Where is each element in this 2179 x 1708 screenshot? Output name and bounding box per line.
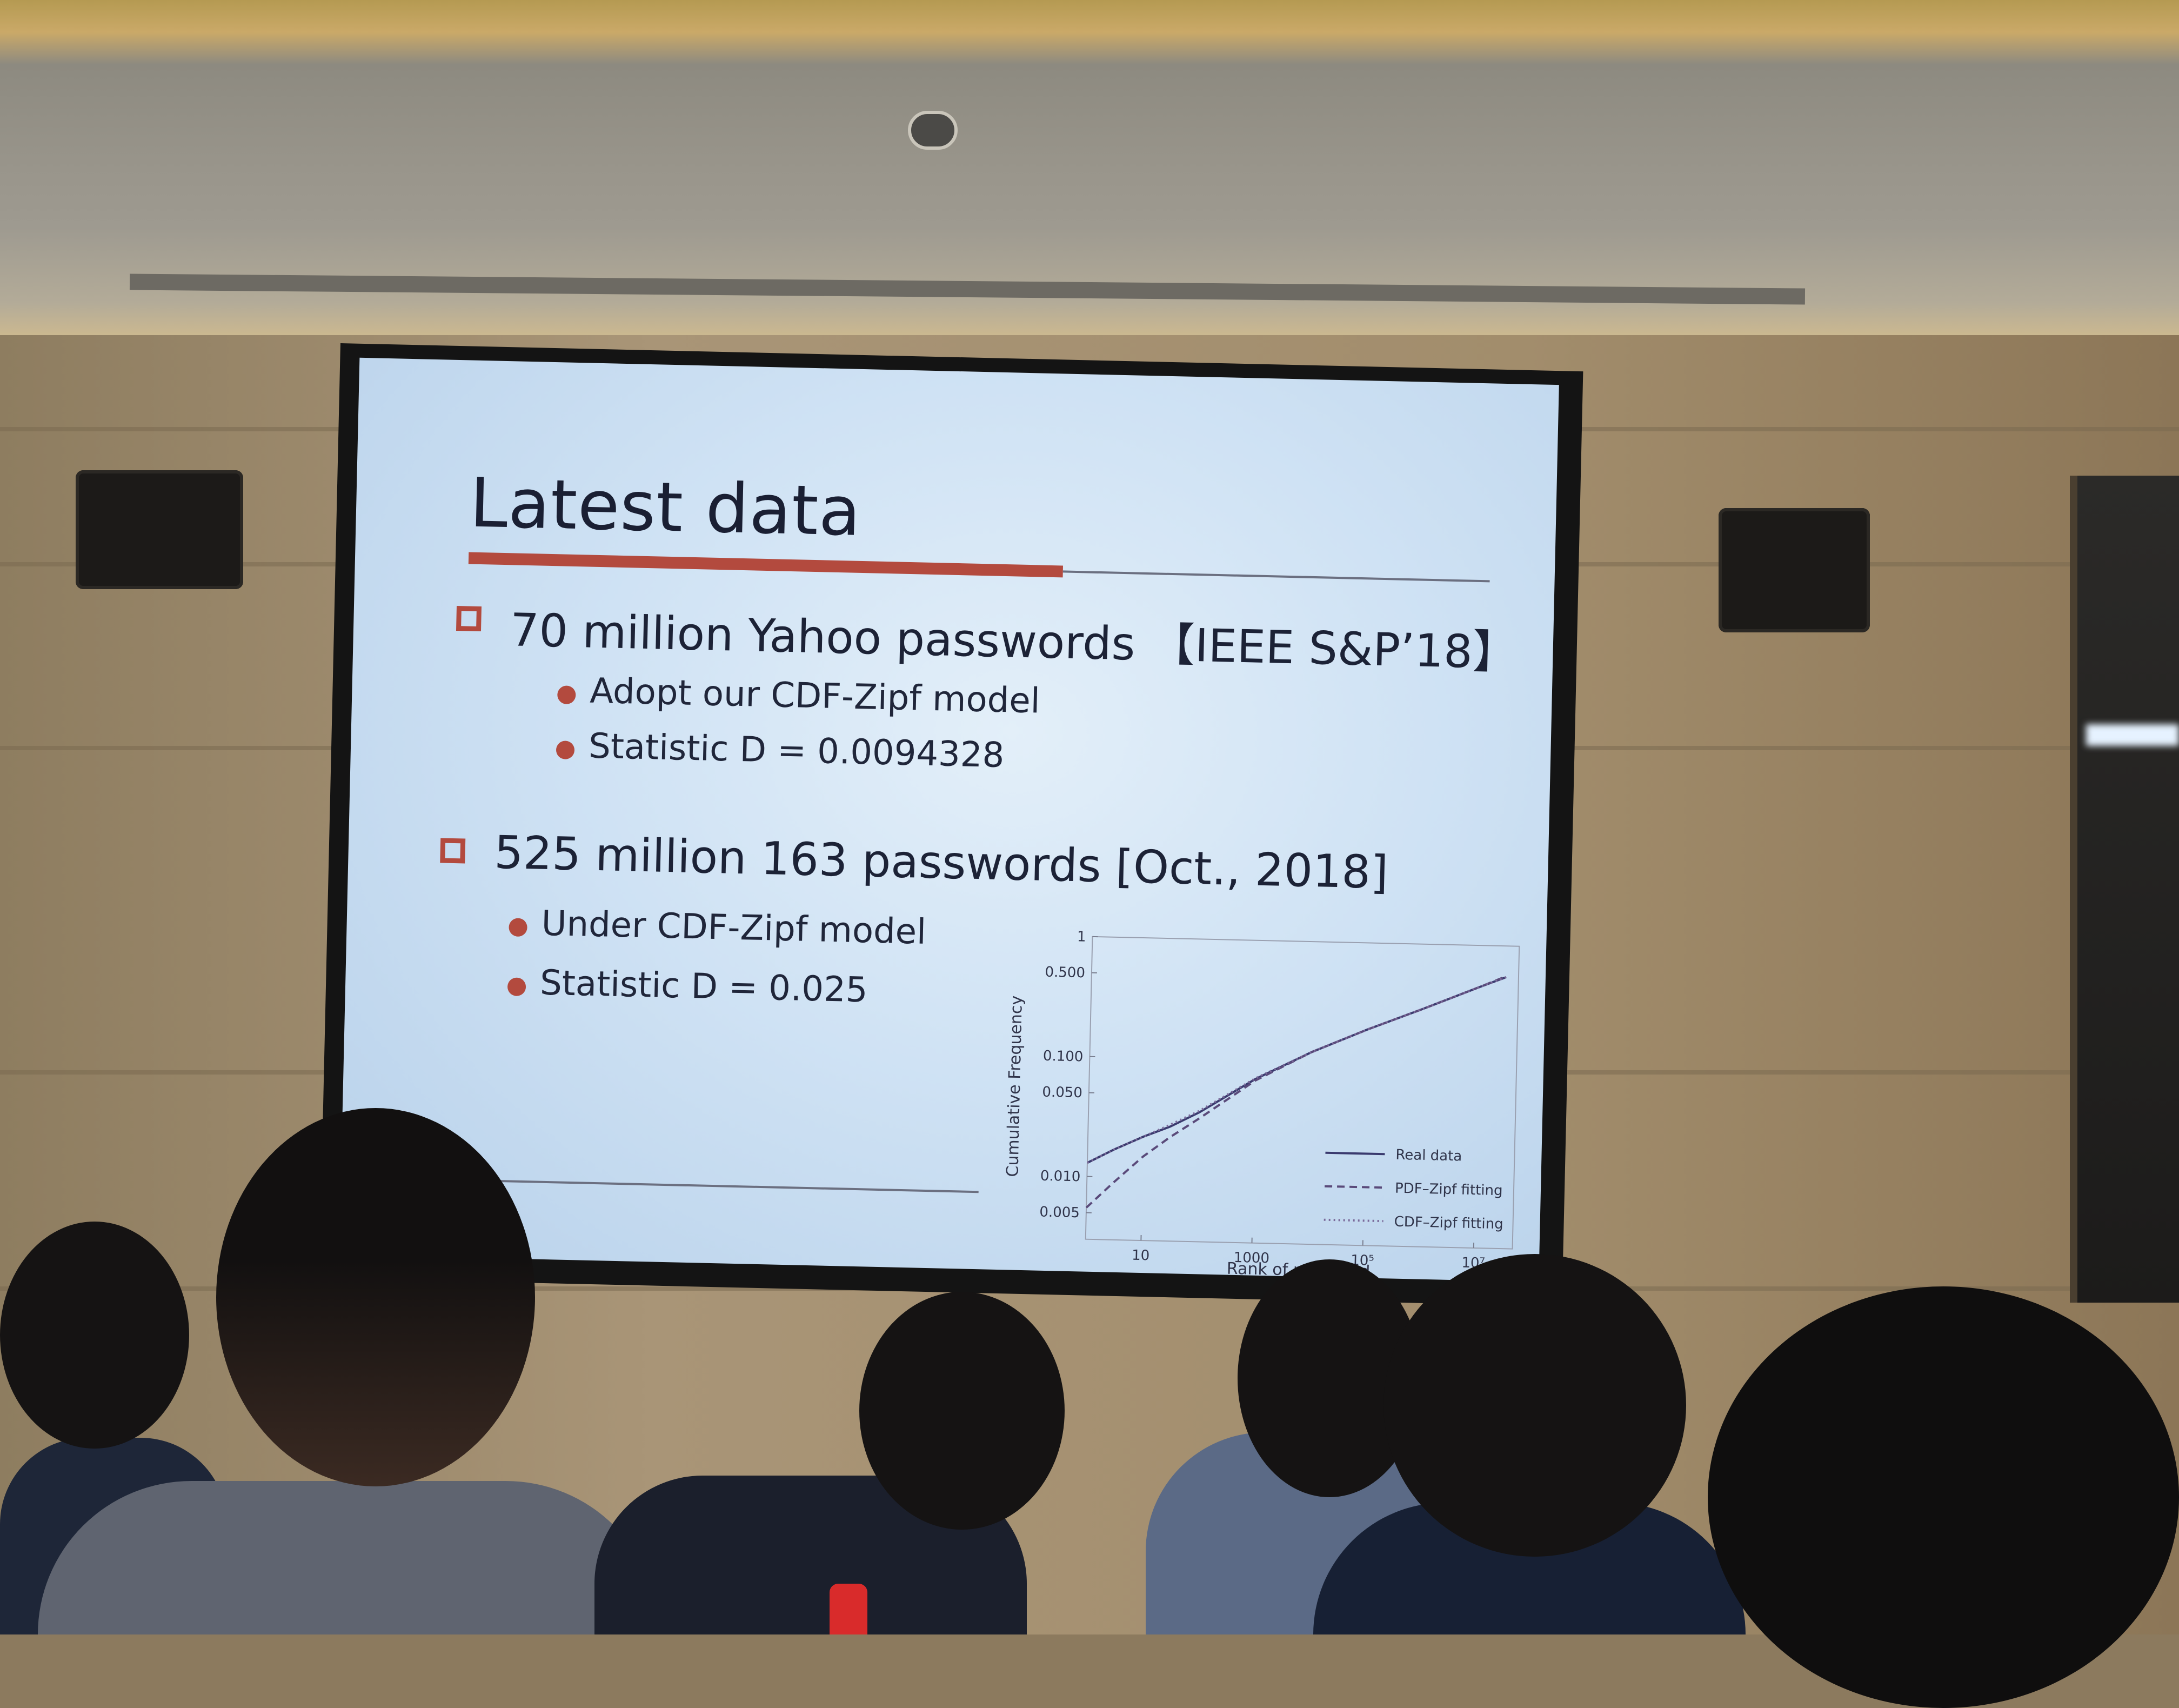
section-heading: 525 million 163 passwords [Oct., 2018] (494, 826, 1389, 899)
x-tick-label: 10 (1132, 1247, 1150, 1264)
ceiling-camera (908, 111, 958, 150)
legend-swatch (1325, 1153, 1385, 1154)
bullet-dot-icon (556, 740, 575, 759)
doorway (2070, 476, 2179, 1303)
series-line (1087, 968, 1506, 1172)
audience-body (38, 1481, 659, 1634)
legend-label: CDF–Zipf fitting (1394, 1214, 1503, 1233)
plot-area (1086, 937, 1520, 1249)
section-item: Statistic D = 0.025 (539, 963, 868, 1011)
section-item: Adopt our CDF-Zipf model (590, 671, 1041, 722)
audience-head (1708, 1286, 2179, 1708)
legend-label: Real data (1395, 1147, 1462, 1165)
section-heading: 70 million Yahoo passwords 【IEEE S&P’18】 (510, 593, 1519, 682)
title-rule (1063, 570, 1490, 582)
legend-swatch (1325, 1186, 1384, 1187)
y-tick-label: 0.005 (1039, 1204, 1080, 1222)
y-tick-label: 1 (1077, 929, 1086, 945)
audience-head (859, 1292, 1065, 1530)
series-line (1087, 968, 1506, 1172)
y-tick-label: 0.500 (1045, 964, 1085, 982)
door-light (2086, 724, 2179, 746)
right-speaker (1719, 508, 1870, 632)
water-bottle (830, 1584, 867, 1634)
audience-head (0, 1222, 189, 1449)
audience-head (216, 1108, 535, 1486)
bullet-dot-icon (507, 977, 526, 996)
chart-legend: Real data PDF–Zipf fitting CDF–Zipf fittin… (1324, 1145, 1505, 1232)
slide-bottom-rule (460, 1179, 979, 1193)
bullet-dot-icon (509, 918, 527, 937)
legend-swatch (1324, 1220, 1383, 1221)
bullet-dot-icon (557, 685, 576, 704)
title-underline (469, 552, 1063, 577)
y-tick-label: 0.050 (1042, 1084, 1082, 1102)
y-axis-label: Cumulative Frequency (1003, 995, 1026, 1177)
projected-slide: Latest data 70 million Yahoo passwords 【… (339, 358, 1559, 1282)
series-lines (1086, 967, 1506, 1217)
audience-head (1383, 1254, 1686, 1557)
left-speaker (76, 470, 243, 589)
y-tick-label: 0.010 (1040, 1168, 1081, 1185)
y-tick-label: 0.100 (1043, 1048, 1084, 1065)
series-line (1086, 967, 1506, 1217)
bullet-box-icon (440, 838, 465, 863)
section-item: Under CDF-Zipf model (541, 904, 927, 952)
bullet-box-icon (456, 606, 482, 631)
slide-title: Latest data (469, 463, 862, 551)
projection-screen-frame: Latest data 70 million Yahoo passwords 【… (319, 343, 1583, 1306)
legend-label: PDF–Zipf fitting (1395, 1180, 1503, 1199)
section-item: Statistic D = 0.0094328 (588, 726, 1005, 776)
